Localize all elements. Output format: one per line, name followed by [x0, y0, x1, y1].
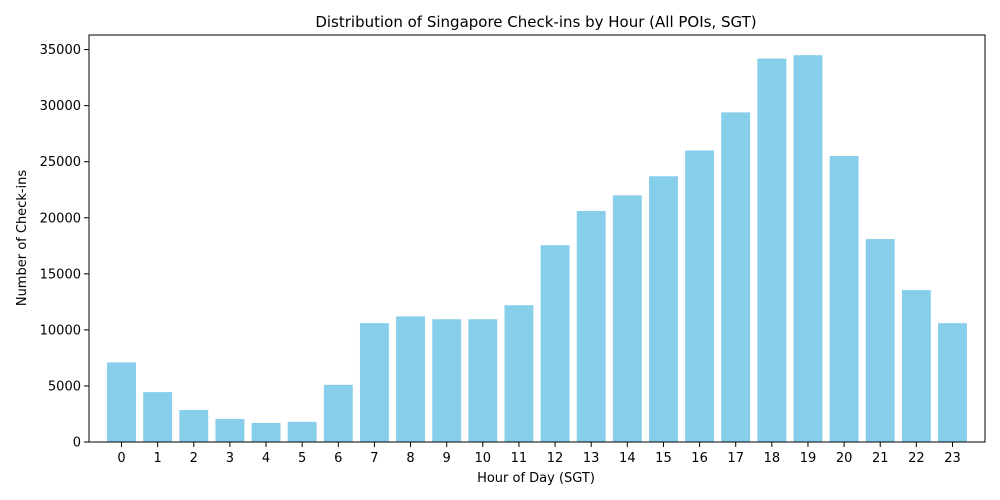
x-tick-label: 0: [117, 451, 125, 466]
x-tick-label: 10: [475, 451, 492, 466]
plot-frame: [88, 34, 986, 443]
x-tick-label: 9: [443, 451, 451, 466]
bar-hour-0: [107, 362, 136, 442]
x-tick-label: 4: [262, 451, 270, 466]
bar-hour-13: [576, 211, 606, 442]
x-tick-label: 7: [370, 451, 378, 466]
y-tick-label: 30000: [40, 99, 81, 114]
y-tick-label: 5000: [48, 379, 81, 394]
bar-hour-5: [287, 421, 317, 442]
x-tick-label: 22: [908, 451, 925, 466]
x-tick-label: 16: [691, 451, 708, 466]
chart-title: Distribution of Singapore Check-ins by H…: [315, 13, 756, 31]
x-tick-label: 6: [334, 451, 342, 466]
y-tick-label: 15000: [40, 267, 81, 282]
y-tick-label: 0: [73, 436, 81, 451]
x-tick-label: 19: [800, 451, 817, 466]
y-tick-label: 10000: [40, 323, 81, 338]
bar-hour-18: [757, 58, 787, 443]
bar-hour-2: [179, 410, 209, 442]
x-tick-label: 18: [764, 451, 781, 466]
x-tick-label: 14: [619, 451, 636, 466]
bar-hour-20: [829, 156, 859, 442]
x-axis: 0 1 2 3 4 5 6 7 8 9 10 11 12 13 14 15 16 17 18 19 20 21 22 23: [117, 442, 961, 466]
bar-hour-11: [504, 305, 534, 442]
bar-hour-1: [143, 392, 173, 442]
x-tick-label: 2: [190, 451, 198, 466]
x-tick-label: 21: [872, 451, 889, 466]
bar-hour-14: [612, 195, 642, 442]
x-tick-label: 23: [944, 451, 961, 466]
bar-hour-6: [323, 384, 353, 442]
y-axis: 0 5000 10000 15000 20000 25000 30000 35000: [40, 43, 89, 451]
x-tick-label: 20: [836, 451, 853, 466]
bar-hour-7: [359, 323, 389, 442]
y-tick-label: 25000: [40, 155, 81, 170]
bar-hour-8: [396, 316, 425, 442]
x-tick-label: 12: [547, 451, 564, 466]
bar-hour-19: [793, 55, 823, 443]
x-tick-label: 8: [406, 451, 414, 466]
bar-hour-15: [649, 176, 678, 442]
bar-hour-10: [468, 319, 498, 442]
bar-hour-12: [540, 245, 570, 442]
bar-hour-21: [865, 239, 895, 442]
x-axis-title: Hour of Day (SGT): [477, 471, 595, 486]
bars-group: [107, 55, 967, 443]
x-tick-label: 13: [583, 451, 600, 466]
bar-hour-9: [432, 319, 462, 442]
y-axis-title: Number of Check-ins: [15, 170, 30, 307]
bar-hour-22: [901, 290, 931, 442]
x-tick-label: 5: [298, 451, 306, 466]
y-tick-label: 35000: [40, 43, 81, 58]
x-tick-label: 15: [655, 451, 672, 466]
bar-hour-3: [215, 419, 245, 442]
x-tick-label: 17: [727, 451, 744, 466]
x-tick-label: 3: [226, 451, 234, 466]
bar-hour-23: [938, 323, 967, 442]
y-tick-label: 20000: [40, 211, 81, 226]
bar-hour-16: [685, 150, 715, 443]
x-tick-label: 11: [511, 451, 528, 466]
bar-hour-4: [251, 422, 281, 442]
x-tick-label: 1: [154, 451, 162, 466]
bar-hour-17: [721, 112, 751, 443]
